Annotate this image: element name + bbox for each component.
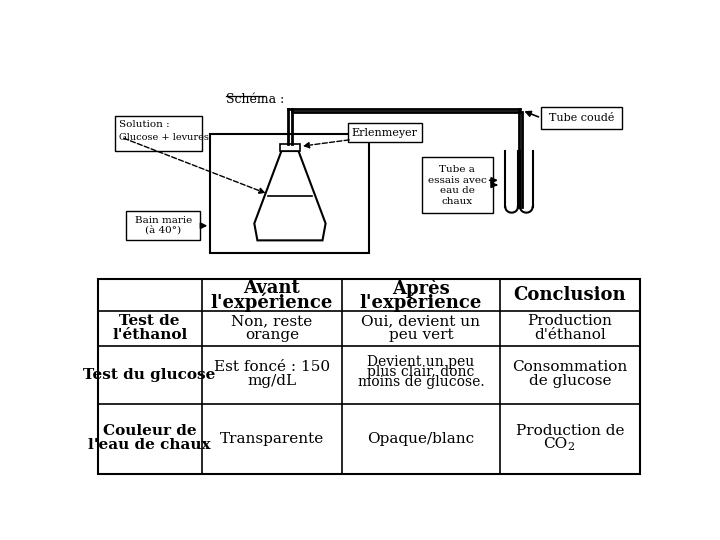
Text: orange: orange bbox=[245, 328, 299, 342]
Text: Consommation: Consommation bbox=[513, 360, 628, 374]
Text: d'éthanol: d'éthanol bbox=[534, 328, 606, 342]
Bar bbox=[114, 116, 202, 151]
Text: Production de: Production de bbox=[516, 424, 624, 438]
Text: chaux: chaux bbox=[442, 197, 473, 206]
Text: mg/dL: mg/dL bbox=[248, 374, 297, 388]
Text: moins de glucose.: moins de glucose. bbox=[358, 375, 485, 389]
Text: Est foncé : 150: Est foncé : 150 bbox=[214, 360, 330, 374]
Text: peu vert: peu vert bbox=[389, 328, 453, 342]
Text: Test du glucose: Test du glucose bbox=[84, 368, 216, 382]
Text: 2: 2 bbox=[567, 442, 575, 453]
Text: de glucose: de glucose bbox=[528, 374, 611, 388]
Polygon shape bbox=[254, 151, 325, 240]
Text: Bain marie: Bain marie bbox=[135, 216, 192, 225]
Text: l'eau de chaux: l'eau de chaux bbox=[89, 438, 211, 452]
Bar bbox=[280, 144, 300, 151]
Text: Glucose + levures: Glucose + levures bbox=[120, 132, 210, 141]
Text: Production: Production bbox=[528, 314, 613, 328]
Text: Tube coudé: Tube coudé bbox=[549, 113, 614, 123]
Text: Non, reste: Non, reste bbox=[231, 314, 312, 328]
Text: Schéma :: Schéma : bbox=[225, 93, 284, 106]
Text: l'expérience: l'expérience bbox=[360, 292, 482, 312]
Text: Conclusion: Conclusion bbox=[513, 286, 626, 304]
Text: l'éthanol: l'éthanol bbox=[112, 328, 187, 342]
Bar bbox=[210, 134, 369, 253]
Bar bbox=[127, 211, 200, 240]
Text: Avant: Avant bbox=[243, 279, 300, 297]
Text: (à 40°): (à 40°) bbox=[145, 226, 181, 236]
Text: essais avec: essais avec bbox=[428, 176, 487, 185]
Text: Transparente: Transparente bbox=[220, 432, 324, 446]
Text: Tube a: Tube a bbox=[439, 165, 475, 174]
Text: CO: CO bbox=[544, 437, 567, 451]
Text: Devient un peu: Devient un peu bbox=[367, 355, 474, 369]
Text: Solution :: Solution : bbox=[120, 120, 170, 129]
Bar bbox=[422, 157, 493, 213]
Text: Couleur de: Couleur de bbox=[103, 424, 197, 438]
Bar bbox=[348, 123, 422, 142]
Text: plus clair, donc: plus clair, donc bbox=[367, 366, 474, 380]
Bar bbox=[541, 107, 622, 129]
Text: Erlenmeyer: Erlenmeyer bbox=[352, 127, 418, 138]
Text: l'expérience: l'expérience bbox=[211, 292, 333, 312]
Text: Oui, devient un: Oui, devient un bbox=[361, 314, 480, 328]
Bar bbox=[98, 279, 640, 475]
Text: Test de: Test de bbox=[120, 314, 180, 328]
Text: Après: Après bbox=[392, 278, 450, 298]
Text: Opaque/blanc: Opaque/blanc bbox=[367, 432, 474, 446]
Text: eau de: eau de bbox=[440, 186, 474, 195]
